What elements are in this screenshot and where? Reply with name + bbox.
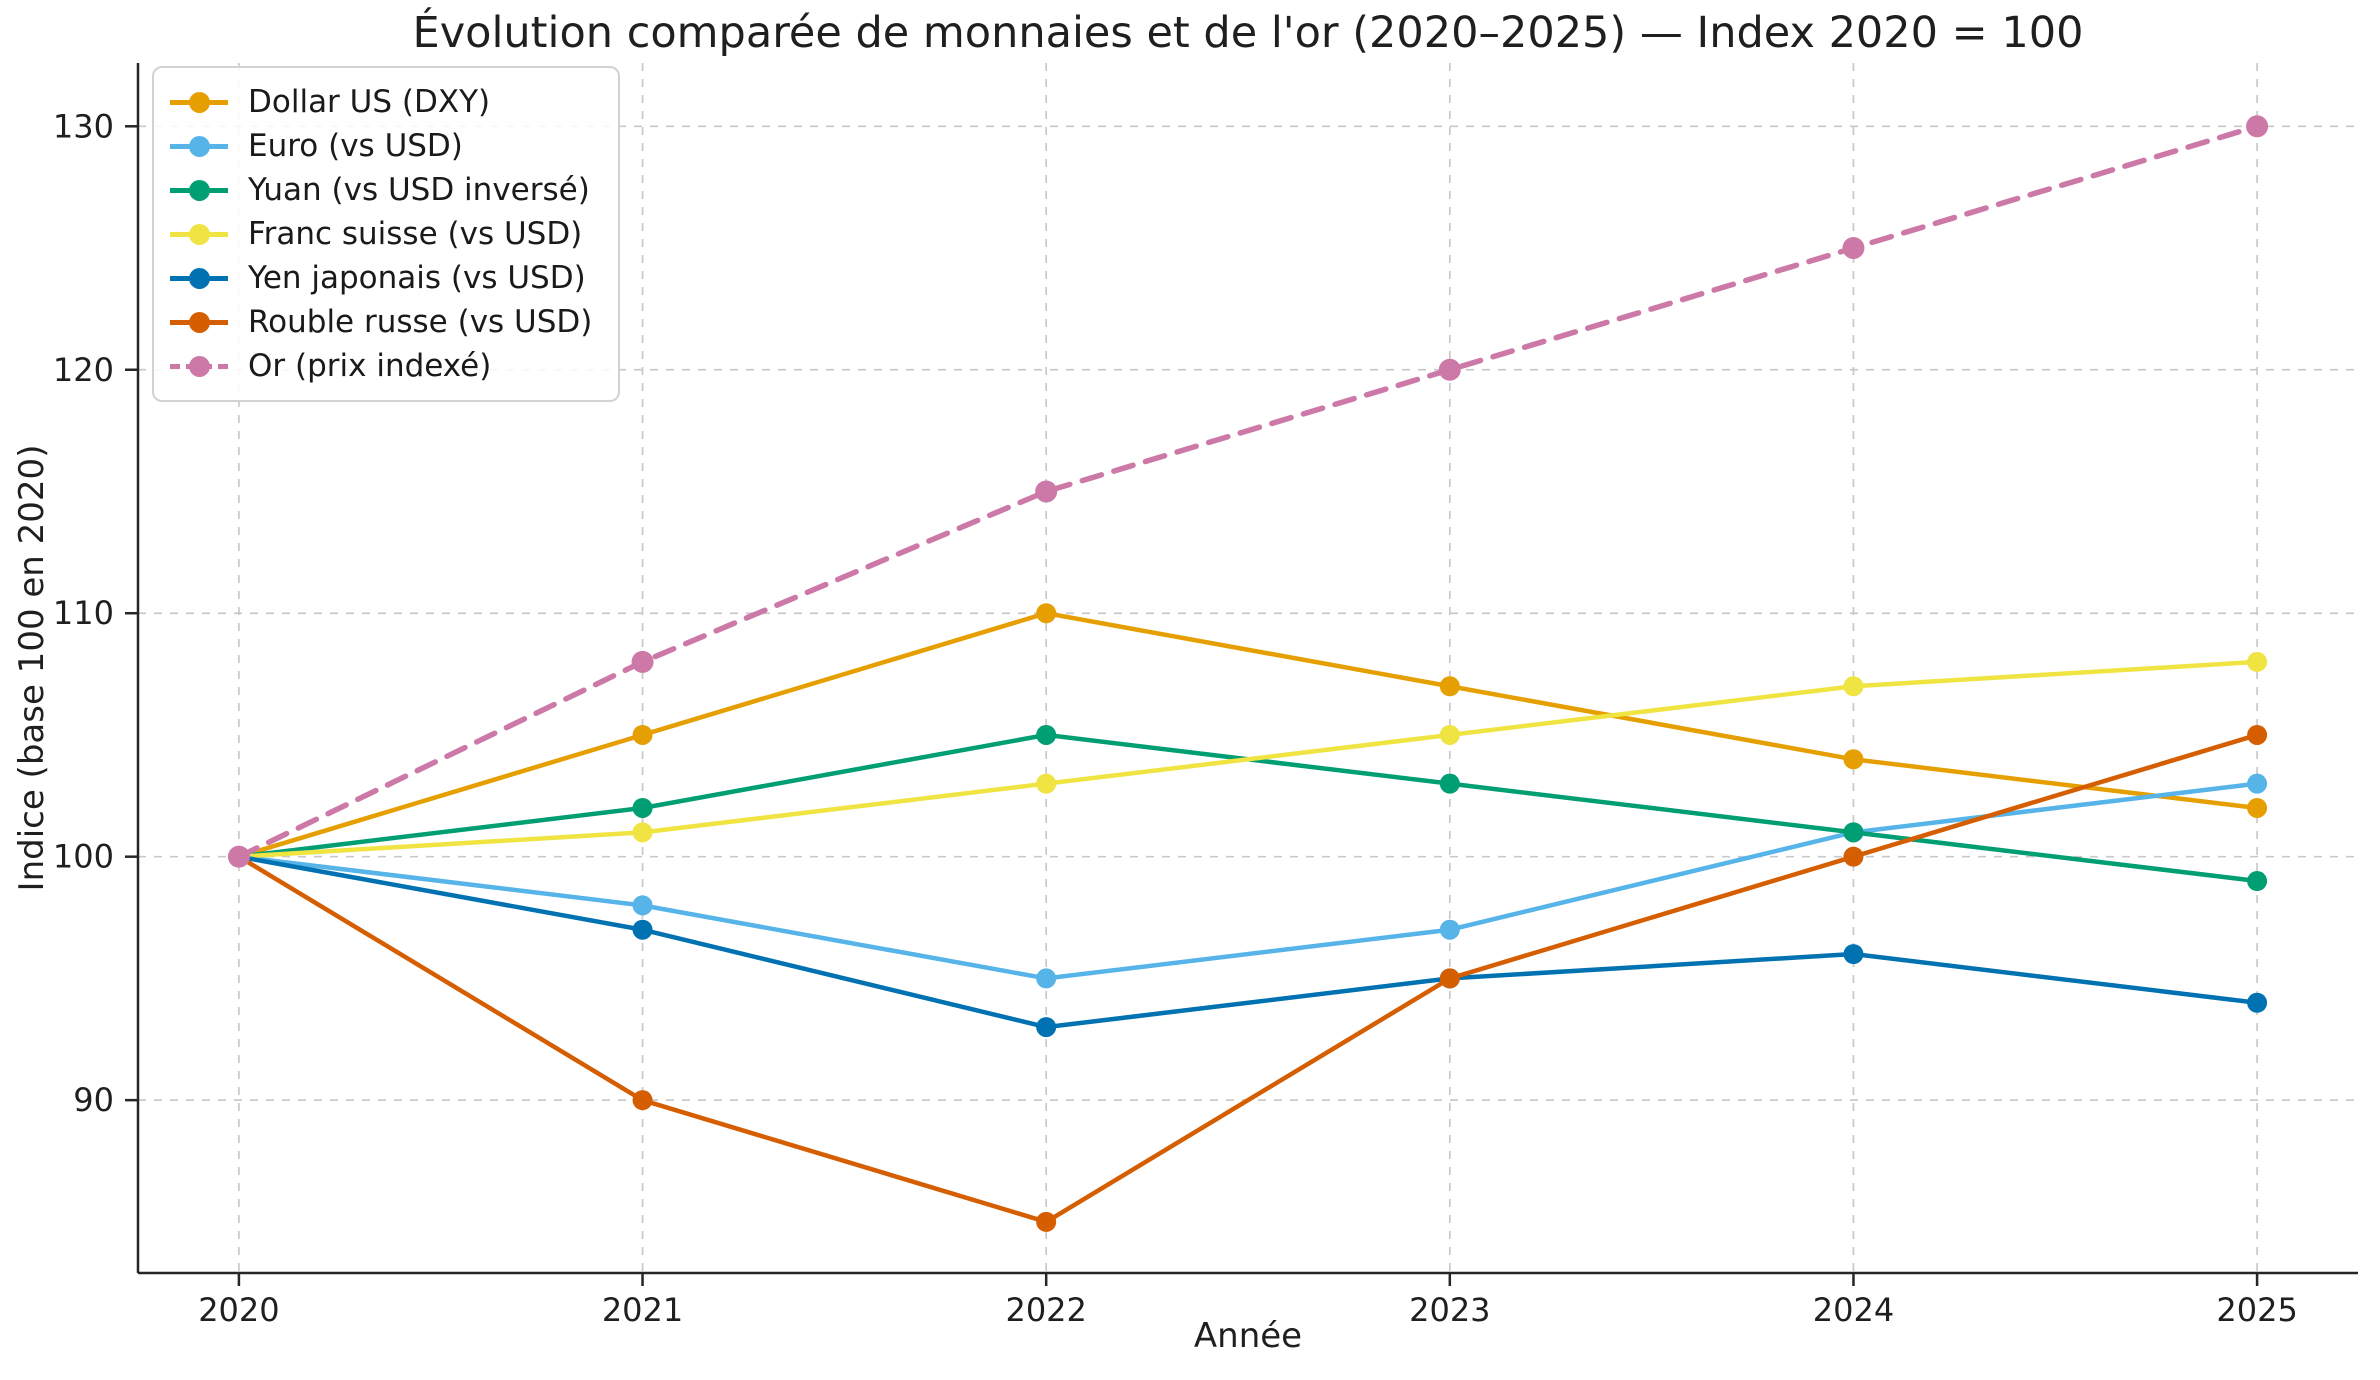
- legend-marker-dot: [189, 312, 210, 333]
- series-point-3-2025: [2247, 651, 2268, 672]
- legend-label: Or (prix indexé): [248, 348, 492, 384]
- legend-label: Dollar US (DXY): [248, 84, 491, 120]
- series-point-6-2025: [2246, 115, 2269, 138]
- series-line-4: [236, 854, 2260, 1030]
- series-line-6: [236, 123, 2260, 860]
- x-tick-label-2020: 2020: [198, 1291, 279, 1329]
- series-point-5-2024: [1843, 846, 1864, 867]
- x-tick-label-2021: 2021: [602, 1291, 683, 1329]
- series-point-2-2024: [1843, 822, 1864, 843]
- y-tick-label-120: 120: [53, 351, 114, 389]
- legend-label: Rouble russe (vs USD): [248, 304, 593, 340]
- y-tick-label-90: 90: [73, 1081, 114, 1119]
- x-tick-label-2023: 2023: [1409, 1291, 1490, 1329]
- series-point-4-2024: [1843, 944, 1864, 965]
- series-point-5-2025: [2247, 724, 2268, 745]
- series-point-4-2022: [1036, 1017, 1057, 1038]
- legend-label: Franc suisse (vs USD): [248, 216, 583, 252]
- legend-item-6: Or (prix indexé): [170, 344, 592, 388]
- series-point-3-2023: [1439, 724, 1460, 745]
- legend-marker-dot: [189, 224, 210, 245]
- series-point-6-2022: [1035, 480, 1058, 503]
- legend: Dollar US (DXY) Euro (vs USD) Yuan (vs USD…: [152, 66, 621, 402]
- y-axis-label: Indice (base 100 en 2020): [12, 444, 52, 892]
- series-point-2-2023: [1439, 773, 1460, 794]
- y-tick-label-100: 100: [53, 838, 114, 876]
- legend-marker-dot: [189, 268, 210, 289]
- series-point-6-2021: [631, 650, 654, 673]
- series-point-0-2021: [632, 724, 653, 745]
- series-line-2: [236, 732, 2260, 884]
- series-point-6-2023: [1438, 358, 1461, 381]
- series-point-1-2025: [2247, 773, 2268, 794]
- legend-item-0: Dollar US (DXY): [170, 80, 592, 124]
- series-point-6-2020: [227, 845, 250, 868]
- series-point-0-2025: [2247, 797, 2268, 818]
- series-point-2-2021: [632, 797, 653, 818]
- legend-item-4: Yen japonais (vs USD): [170, 256, 592, 300]
- series-point-4-2025: [2247, 992, 2268, 1013]
- series-point-0-2024: [1843, 749, 1864, 770]
- legend-label: Yen japonais (vs USD): [248, 260, 586, 296]
- y-tick-label-130: 130: [53, 107, 114, 145]
- chart-title: Évolution comparée de monnaies et de l'o…: [412, 8, 2084, 58]
- series-point-0-2023: [1439, 676, 1460, 697]
- series-point-4-2021: [632, 919, 653, 940]
- series-point-5-2022: [1036, 1211, 1057, 1232]
- legend-item-2: Yuan (vs USD inversé): [170, 168, 592, 212]
- legend-item-3: Franc suisse (vs USD): [170, 212, 592, 256]
- legend-swatch-icon: [170, 267, 228, 289]
- x-tick-label-2025: 2025: [2216, 1291, 2297, 1329]
- legend-label: Euro (vs USD): [248, 128, 463, 164]
- series-point-6-2024: [1842, 237, 1865, 260]
- legend-marker-dot: [189, 356, 210, 377]
- series-point-3-2021: [632, 822, 653, 843]
- series-point-2-2022: [1036, 724, 1057, 745]
- legend-swatch-icon: [170, 135, 228, 157]
- legend-marker-dot: [189, 180, 210, 201]
- x-tick-label-2024: 2024: [1813, 1291, 1894, 1329]
- x-axis-label: Année: [1193, 1316, 1303, 1356]
- series-point-5-2023: [1439, 968, 1460, 989]
- legend-item-5: Rouble russe (vs USD): [170, 300, 592, 344]
- series-point-3-2024: [1843, 676, 1864, 697]
- legend-label: Yuan (vs USD inversé): [248, 172, 590, 208]
- legend-swatch-icon: [170, 355, 228, 377]
- series-point-0-2022: [1036, 603, 1057, 624]
- series-line-3: [236, 659, 2260, 859]
- legend-marker-dot: [189, 136, 210, 157]
- y-tick-label-110: 110: [53, 594, 114, 632]
- legend-swatch-icon: [170, 179, 228, 201]
- series-point-1-2023: [1439, 919, 1460, 940]
- x-tick-label-2022: 2022: [1005, 1291, 1086, 1329]
- legend-swatch-icon: [170, 91, 228, 113]
- series-line-0: [236, 610, 2260, 859]
- series-point-5-2021: [632, 1090, 653, 1111]
- series-point-3-2022: [1036, 773, 1057, 794]
- series-line-5: [236, 732, 2260, 1225]
- series-point-1-2021: [632, 895, 653, 916]
- legend-swatch-icon: [170, 311, 228, 333]
- legend-swatch-icon: [170, 223, 228, 245]
- series-line-1: [236, 781, 2260, 981]
- series-point-1-2022: [1036, 968, 1057, 989]
- legend-item-1: Euro (vs USD): [170, 124, 592, 168]
- legend-marker-dot: [189, 92, 210, 113]
- series-point-2-2025: [2247, 871, 2268, 892]
